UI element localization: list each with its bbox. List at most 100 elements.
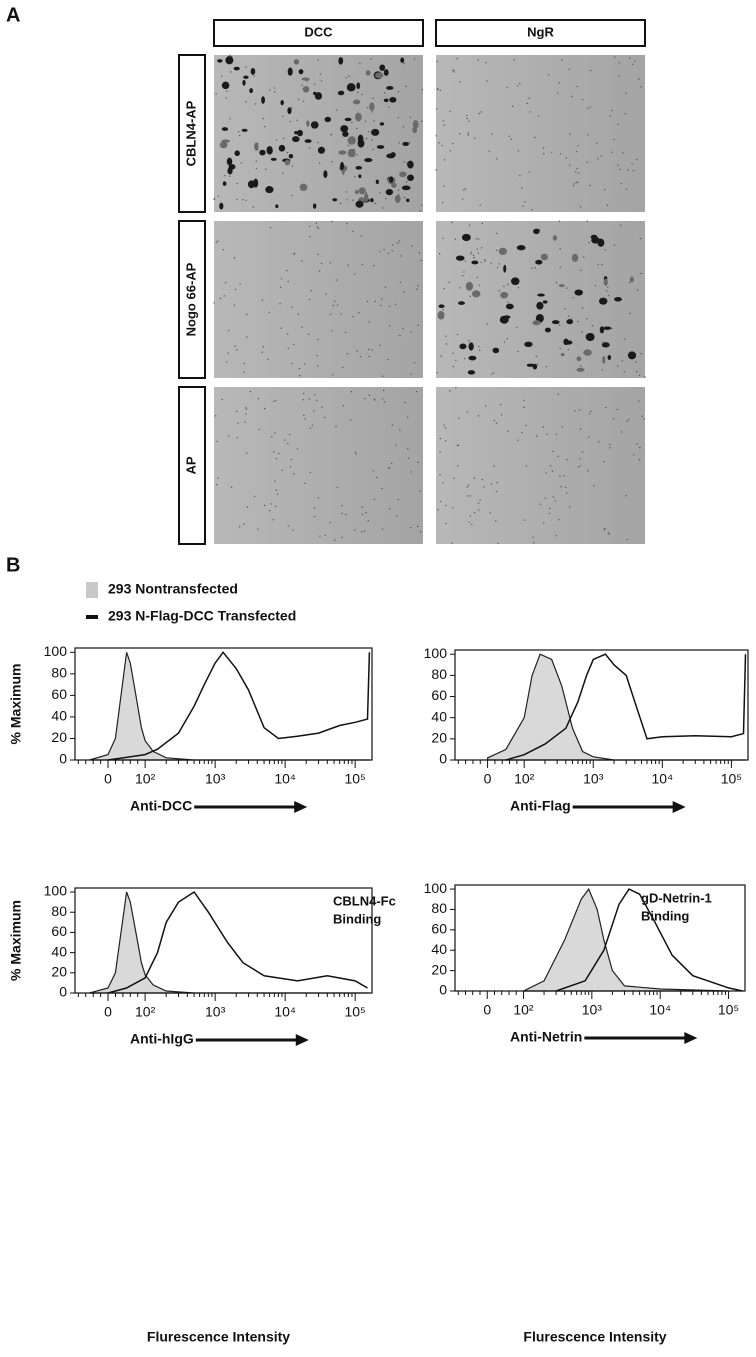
stained-cell (254, 142, 259, 151)
speck (539, 503, 542, 505)
speck (373, 398, 375, 400)
speck (345, 191, 347, 193)
speck (270, 503, 272, 505)
speck (610, 109, 613, 112)
x-tick-label: 10³ (205, 771, 226, 787)
speck (643, 417, 645, 420)
speck (287, 525, 290, 527)
x-tick-label: 0 (104, 771, 112, 787)
speck (291, 306, 293, 308)
speck (410, 331, 412, 333)
speck (464, 357, 466, 360)
speck (375, 476, 378, 479)
speck (243, 523, 245, 525)
speck (604, 406, 607, 409)
speck (551, 151, 553, 154)
speck (481, 222, 484, 225)
column-header: DCC (304, 24, 333, 39)
speck (230, 486, 233, 488)
y-tick-label: 100 (44, 883, 68, 899)
speck (372, 264, 375, 267)
stained-cell (532, 320, 541, 326)
stained-cell (310, 121, 319, 129)
x-tick-label: 10⁴ (649, 1002, 671, 1018)
speck (558, 220, 561, 223)
speck (559, 153, 562, 155)
stained-cell (560, 353, 565, 357)
speck (243, 371, 245, 374)
speck (415, 390, 418, 393)
speck (634, 361, 637, 363)
stained-cell (365, 70, 371, 76)
speck (226, 90, 228, 92)
speck (313, 410, 315, 412)
speck (479, 499, 481, 502)
stained-cell (376, 145, 385, 149)
speck (587, 470, 589, 472)
stained-cell (243, 75, 249, 79)
speck (331, 330, 333, 332)
stained-cell (299, 183, 308, 192)
speck (638, 400, 640, 402)
speck (373, 120, 375, 122)
x-axis-label: Anti-Flag (510, 798, 571, 814)
speck (526, 102, 528, 105)
speck (289, 120, 291, 123)
row-header: Nogo 66-AP (183, 262, 198, 336)
speck (486, 80, 488, 82)
speck (468, 224, 471, 226)
speck (506, 338, 508, 340)
stained-cell (386, 153, 396, 159)
stained-cell (591, 236, 600, 244)
speck (484, 260, 486, 262)
speck (361, 93, 363, 96)
speck (531, 267, 533, 270)
speck (366, 106, 369, 109)
speck (371, 139, 373, 141)
speck (400, 255, 402, 257)
speck (631, 162, 633, 165)
stained-cell (533, 228, 540, 235)
stained-cell (284, 159, 291, 166)
speck (591, 324, 594, 327)
axis-arrowhead (672, 801, 686, 813)
x-tick-label: 10⁵ (718, 1002, 739, 1018)
speck (601, 341, 604, 343)
speck (282, 172, 284, 174)
speck (284, 439, 286, 441)
speck (403, 161, 405, 163)
speck (406, 181, 408, 183)
speck (236, 437, 238, 439)
speck (581, 307, 584, 310)
speck (594, 284, 596, 287)
speck (528, 97, 531, 99)
speck (227, 329, 230, 332)
annotation: CBLN4-Fc (333, 893, 396, 908)
speck (622, 152, 624, 154)
speck (483, 486, 485, 488)
stained-cell (537, 293, 545, 297)
stained-cell (599, 297, 608, 305)
y-tick-label: 40 (431, 708, 447, 724)
speck (217, 195, 220, 198)
y-tick-label: 20 (431, 961, 447, 977)
speck (420, 259, 422, 262)
speck (387, 358, 389, 361)
stained-cell (502, 315, 511, 319)
speck (310, 290, 313, 292)
speck (607, 532, 609, 534)
speck (297, 313, 300, 316)
speck (341, 366, 344, 369)
speck (238, 134, 241, 137)
speck (459, 287, 461, 289)
speck (215, 415, 217, 417)
speck (317, 497, 320, 499)
legend-label: 293 Nontransfected (108, 581, 238, 597)
speck (438, 142, 440, 144)
speck (470, 253, 472, 255)
speck (444, 427, 447, 429)
speck (238, 526, 241, 528)
y-tick-label: 40 (431, 941, 447, 957)
speck (355, 451, 357, 454)
speck (413, 362, 416, 364)
